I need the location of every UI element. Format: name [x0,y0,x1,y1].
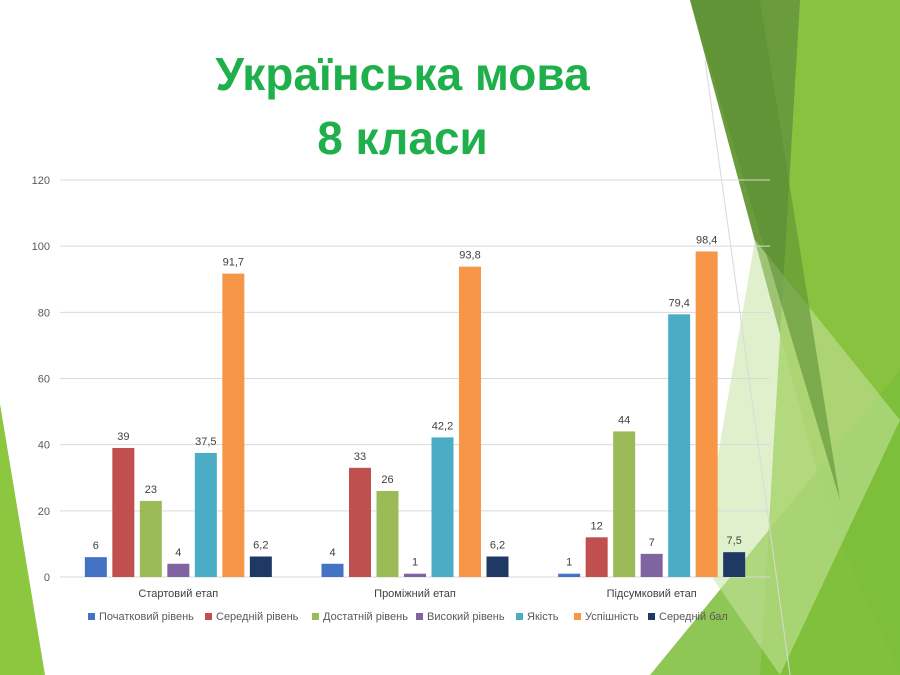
data-label: 79,4 [668,297,689,309]
left-green-wedge-shape [0,404,45,675]
diagonal-line-shape [704,59,791,675]
data-label: 4 [175,547,181,559]
bar [84,557,107,577]
legend-swatch [416,613,423,620]
bar [139,500,162,577]
legend-swatch [648,613,655,620]
legend-swatch [312,613,319,620]
bar [459,266,481,577]
bar [723,552,746,577]
legend-swatch [88,613,95,620]
slide-title-line-2: 8 класи [317,112,488,164]
data-label: 91,7 [223,257,244,269]
data-label: 44 [618,414,630,426]
legend-label: Початковий рівень [99,611,194,623]
data-label: 93,8 [459,250,480,262]
bar [486,556,509,577]
legend-label: Достатній рівень [323,611,408,623]
data-label: 6 [93,540,99,552]
bar [668,314,691,577]
bar [585,537,608,577]
bar [640,553,663,577]
bar [613,431,636,577]
bar [112,447,135,577]
y-tick-label: 40 [38,440,50,452]
y-tick-label: 60 [38,374,50,386]
data-label: 42,2 [432,420,453,432]
bar [167,563,190,577]
bar [349,467,371,577]
right-pale-green-panel-shape [700,240,900,675]
legend-label: Успішність [585,611,639,623]
bar [194,452,217,577]
data-label: 7,5 [727,535,742,547]
legend-label: Якість [527,611,559,623]
legend-label: Високий рівень [427,611,505,623]
data-label: 6,2 [253,539,268,551]
data-label: 37,5 [195,436,216,448]
y-tick-label: 0 [44,572,50,584]
data-label: 6,2 [490,539,505,551]
y-tick-label: 80 [38,307,50,319]
data-label: 12 [591,520,603,532]
bar [431,437,454,577]
bar [222,273,245,577]
bar [249,556,272,577]
data-label: 33 [354,451,366,463]
data-label: 1 [412,557,418,569]
data-label: 98,4 [696,234,717,246]
bar [695,251,718,577]
right-upper-dark-panel-shape [690,0,840,500]
bar [404,573,426,577]
slide-title-line-1: Українська мова [215,48,590,100]
bar [321,563,344,577]
data-label: 39 [117,431,129,443]
legend-swatch [205,613,212,620]
y-tick-label: 100 [32,241,50,253]
y-tick-label: 20 [38,506,50,518]
x-category-label: Стартовий етап [138,588,218,600]
x-category-label: Підсумковий етап [607,588,697,600]
data-label: 7 [649,537,655,549]
data-label: 26 [381,474,393,486]
legend-label: Середній бал [659,611,728,623]
bar [376,490,399,577]
data-label: 23 [145,484,157,496]
legend-label: Середній рівень [216,611,299,623]
x-category-label: Проміжний етап [374,588,456,600]
data-label: 4 [329,547,335,559]
bar [558,573,581,577]
data-label: 1 [566,557,572,569]
legend-swatch [516,613,523,620]
legend-swatch [574,613,581,620]
y-tick-label: 120 [32,175,50,187]
